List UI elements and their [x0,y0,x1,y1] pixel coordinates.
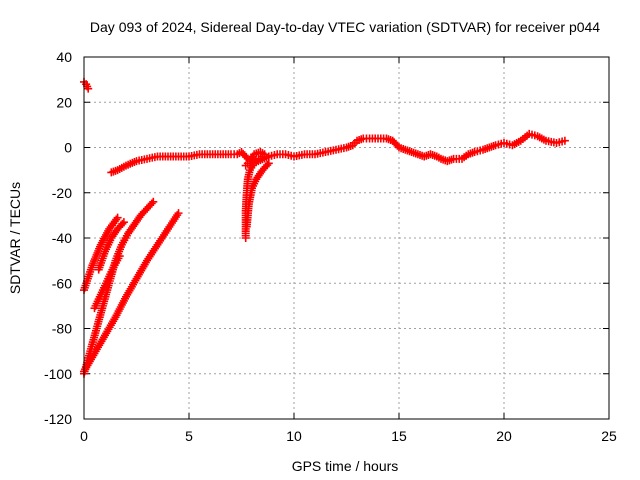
plot-frame [83,56,610,420]
data-point [119,218,128,227]
chart-title: Day 093 of 2024, Sidereal Day-to-day VTE… [90,19,600,35]
y-tick-label: -80 [52,321,72,337]
data-point [113,213,122,222]
y-tick-label: -40 [52,230,72,246]
y-tick-label: -100 [44,366,72,382]
data-point [84,84,93,93]
data-point [264,159,273,168]
data-point [115,252,124,261]
y-tick-label: 20 [56,94,72,110]
grid-lines [84,57,609,419]
x-axis-label: GPS time / hours [292,458,399,474]
data-point [149,197,158,206]
x-tick-label: 0 [80,428,88,444]
data-point [147,199,156,208]
x-tick-label: 25 [601,428,617,444]
y-tick-label: -120 [44,411,72,427]
data-point [560,136,569,145]
data-point [118,219,127,228]
data-point [241,161,250,170]
data-points [80,77,569,378]
x-tick-label: 10 [286,428,302,444]
y-tick-label: 40 [56,49,72,65]
axis-ticks: 0 5 10 15 20 25 -120 -100 -80 -60 -40 -20 0 20 40 [44,49,617,444]
data-point [174,209,183,218]
y-tick-label: 0 [64,140,72,156]
x-tick-label: 20 [496,428,512,444]
data-point [263,161,272,170]
y-tick-label: -20 [52,185,72,201]
y-axis-label: SDTVAR / TECUs [7,182,23,294]
y-tick-label: -60 [52,275,72,291]
x-tick-label: 5 [185,428,193,444]
x-tick-label: 15 [391,428,407,444]
